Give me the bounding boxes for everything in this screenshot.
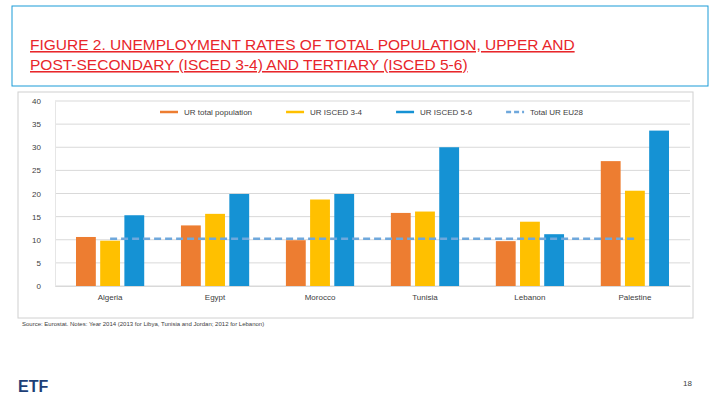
y-tick-label: 0 (37, 282, 42, 291)
y-tick: 15 (32, 213, 55, 222)
bar (496, 241, 516, 286)
legend-item: UR ISCED 3-4 (286, 108, 363, 117)
bar (649, 131, 669, 286)
x-axis: Algeria Egypt Morocco Tunisia Lebanon Palesti… (56, 286, 691, 302)
bar-series (124, 131, 669, 286)
legend-label: UR ISCED 5-6 (420, 108, 473, 117)
title-line: FIGURE 2. UNEMPLOYMENT RATES OF TOTAL PO… (30, 36, 575, 53)
bar (601, 161, 621, 286)
grid-line (55, 147, 690, 148)
slide: FIGURE 2. UNEMPLOYMENT RATES OF TOTAL PO… (0, 0, 720, 405)
grid (55, 101, 690, 286)
y-tick-label: 40 (32, 97, 41, 106)
legend-swatch (286, 111, 304, 114)
y-tick-label: 15 (32, 213, 41, 222)
x-axis-line (56, 286, 691, 287)
grid-line (55, 262, 690, 263)
background (0, 0, 720, 405)
page-number: 18 (683, 379, 692, 388)
legend-item: UR total population (160, 108, 252, 117)
plot-area (76, 131, 669, 286)
logo: ETF (18, 378, 48, 395)
chart-frame (18, 92, 693, 318)
y-tick: 25 (32, 166, 55, 175)
x-tick: Morocco (305, 286, 336, 302)
y-tick: 35 (32, 120, 55, 129)
bar-series (100, 191, 645, 286)
x-tick-label: Palestine (618, 293, 651, 302)
x-tick-label: Egypt (205, 293, 226, 302)
bar (439, 147, 459, 286)
grid-line (55, 216, 690, 217)
grid-line (55, 124, 690, 125)
y-tick: 5 (37, 259, 55, 268)
title-line: POST-SECONDARY (ISCED 3-4) AND TERTIARY … (30, 56, 468, 73)
y-tick: 10 (32, 236, 55, 245)
y-axis-line (55, 102, 56, 287)
bar (124, 215, 144, 286)
y-tick-label: 25 (32, 166, 41, 175)
grid-line (55, 170, 690, 171)
x-tick-label: Algeria (98, 293, 123, 302)
legend-swatch (160, 111, 178, 114)
bar (286, 240, 306, 286)
y-axis: 0 5 10 15 20 25 30 35 40 (32, 97, 55, 291)
grid-line (55, 239, 690, 240)
legend-label: Total UR EU28 (530, 108, 583, 117)
x-tick: Egypt (205, 286, 226, 302)
x-tick-label: Tunisia (412, 293, 438, 302)
x-tick: Palestine (618, 286, 651, 302)
y-tick-label: 30 (32, 143, 41, 152)
bar (415, 212, 435, 286)
y-tick: 30 (32, 143, 55, 152)
x-tick-label: Lebanon (514, 293, 545, 302)
x-tick: Algeria (98, 286, 123, 302)
legend-item: UR ISCED 5-6 (396, 108, 473, 117)
grid-line (55, 193, 690, 194)
bar-series (76, 161, 621, 286)
y-tick-label: 5 (37, 259, 42, 268)
legend-swatch (396, 111, 414, 114)
y-tick: 40 (32, 97, 55, 106)
legend-swatch (506, 111, 524, 114)
bar (100, 241, 120, 286)
bar (391, 213, 411, 286)
grid-line (55, 286, 690, 287)
y-tick: 0 (37, 282, 55, 291)
y-tick-label: 10 (32, 236, 41, 245)
x-tick: Lebanon (514, 286, 545, 302)
source-note: Source: Eurostat. Notes: Year 2014 (2013… (22, 321, 264, 327)
legend: UR total population UR ISCED 3-4 UR ISCED … (160, 108, 584, 117)
title: FIGURE 2. UNEMPLOYMENT RATES OF TOTAL PO… (30, 36, 575, 73)
legend-item: Total UR EU28 (506, 108, 583, 117)
bar (181, 225, 201, 286)
y-tick-label: 20 (32, 190, 41, 199)
title-frame (12, 6, 708, 86)
legend-label: UR total population (184, 108, 252, 117)
y-tick: 20 (32, 190, 55, 199)
x-tick: Tunisia (412, 286, 438, 302)
bar (520, 222, 540, 286)
bar (544, 234, 564, 286)
bar (76, 237, 96, 286)
x-tick-label: Morocco (305, 293, 336, 302)
y-tick-label: 35 (32, 120, 41, 129)
legend-label: UR ISCED 3-4 (310, 108, 363, 117)
grid-line (55, 101, 690, 102)
bar (310, 200, 330, 286)
bar (205, 214, 225, 286)
line (110, 238, 635, 241)
